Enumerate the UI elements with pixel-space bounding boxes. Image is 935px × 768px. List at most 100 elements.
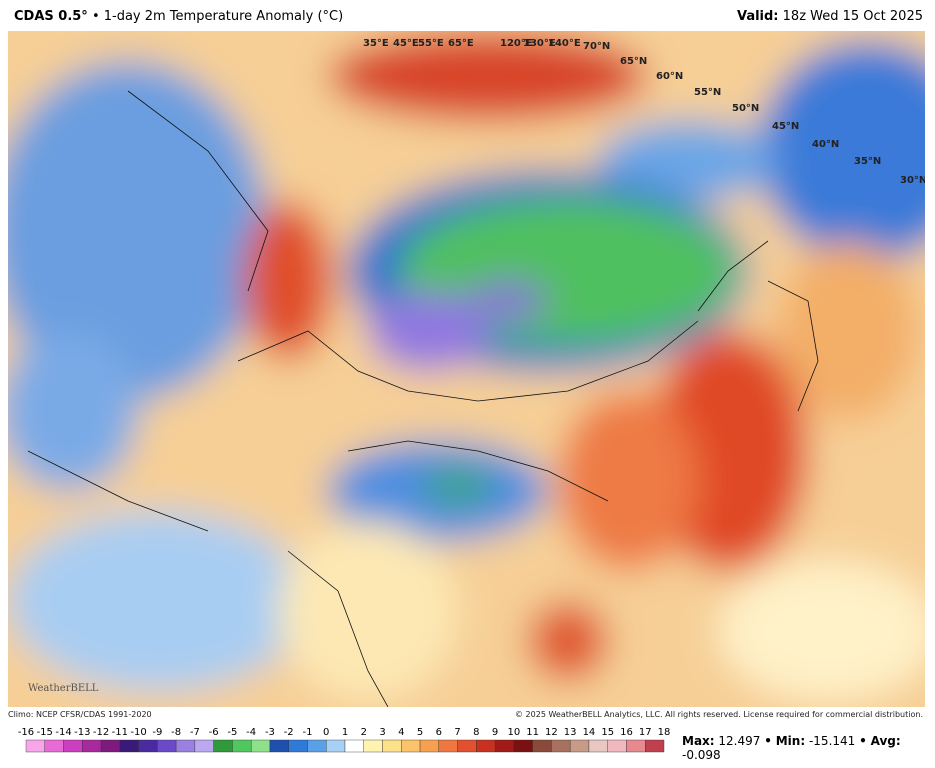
anomaly-field	[8, 31, 925, 707]
separator: •	[764, 734, 772, 748]
lon-label: 45°E	[393, 38, 419, 49]
color-swatch	[175, 739, 196, 753]
lat-label: 70°N	[583, 41, 610, 52]
min-label: Min:	[775, 734, 806, 748]
lon-label: 130°E	[523, 38, 556, 49]
lat-label: 35°N	[854, 156, 881, 167]
color-swatch	[307, 739, 327, 753]
avg-value: -0.098	[682, 748, 721, 762]
lat-label: 50°N	[732, 103, 759, 114]
color-swatch	[82, 739, 102, 753]
colorbar-tick-label: -10	[130, 727, 146, 738]
colorbar-tick-label: 5	[417, 727, 423, 738]
title: CDAS 0.5°	[14, 9, 88, 24]
stats: Max: 12.497 • Min: -15.141 • Avg: -0.098	[682, 734, 935, 762]
colorbar-tick-label: -8	[171, 727, 181, 738]
colorbar-tick-label: -14	[55, 727, 71, 738]
valid-label: Valid:	[736, 9, 779, 24]
color-swatch	[626, 739, 646, 753]
colorbar-tick-label: 3	[379, 727, 385, 738]
colorbar-tick-label: -13	[74, 727, 90, 738]
lat-label: 40°N	[812, 139, 839, 150]
separator: •	[859, 734, 867, 748]
color-swatch	[138, 739, 158, 753]
map: 35°E 45°E 55°E 65°E 120°E 130°E 140°E 70…	[8, 31, 925, 707]
colorbar-tick-label: 1	[342, 727, 348, 738]
color-swatch	[513, 739, 533, 753]
colorbar-tick-label: -11	[112, 727, 128, 738]
color-swatch	[44, 739, 64, 753]
colorbar-tick-label: 13	[564, 727, 577, 738]
color-swatch	[569, 739, 590, 753]
color-swatch	[532, 739, 552, 753]
color-swatch	[194, 739, 214, 753]
lat-label: 55°N	[694, 87, 721, 98]
color-swatch	[232, 739, 252, 753]
lat-label: 45°N	[772, 121, 799, 132]
color-swatch	[213, 739, 233, 753]
colorbar: -16 -15 -14 -13 -12 -11 -10 -9 -8 -7 -6 -5 -4 -3 -2 -1 0…	[18, 727, 670, 753]
lat-label: 65°N	[620, 56, 647, 67]
lon-label: 35°E	[363, 38, 389, 49]
colorbar-tick-label: -3	[265, 727, 275, 738]
colorbar-tick-label: -12	[93, 727, 109, 738]
climo-note: Climo: NCEP CFSR/CDAS 1991-2020	[8, 710, 152, 719]
color-swatch	[419, 739, 440, 753]
colorbar-tick-label: 6	[436, 727, 442, 738]
color-swatch	[457, 739, 477, 753]
colorbar-tick-label: 4	[398, 727, 404, 738]
colorbar-tick-label: 14	[583, 727, 596, 738]
color-swatch	[288, 739, 308, 753]
color-swatch	[551, 739, 571, 753]
colorbar-tick-label: -2	[284, 727, 294, 738]
colorbar-tick-label: 17	[639, 727, 652, 738]
colorbar-tick-label: -15	[37, 727, 53, 738]
color-swatch	[250, 739, 271, 753]
title-row: CDAS 0.5° • 1-day 2m Temperature Anomaly…	[14, 9, 343, 24]
colorbar-tick-label: 12	[545, 727, 558, 738]
colorbar-tick-label: 18	[658, 727, 670, 738]
color-swatch	[401, 739, 421, 753]
header: CDAS 0.5° • 1-day 2m Temperature Anomaly…	[0, 0, 935, 30]
color-swatch	[588, 739, 608, 753]
color-swatch	[326, 739, 346, 753]
color-swatch	[157, 739, 177, 753]
colorbar-tick-label: 2	[361, 727, 367, 738]
color-swatch	[269, 739, 289, 753]
lon-label: 55°E	[418, 38, 444, 49]
colorbar-tick-label: 7	[454, 727, 460, 738]
colorbar-tick-label: 8	[473, 727, 479, 738]
color-swatch	[476, 739, 496, 753]
logo: WeatherBELL	[28, 683, 99, 694]
color-swatch	[119, 739, 139, 753]
subtitle: • 1-day 2m Temperature Anomaly (°C)	[91, 9, 344, 24]
grid-labels: 35°E 45°E 55°E 65°E 120°E 130°E 140°E 70…	[363, 38, 925, 186]
color-swatch	[494, 739, 515, 753]
lon-label: 140°E	[548, 38, 581, 49]
colorbar-tick-label: -9	[152, 727, 162, 738]
colorbar-tick-label: 10	[508, 727, 521, 738]
color-swatch	[63, 739, 83, 753]
colorbar-tick-label: -1	[302, 727, 312, 738]
valid-row: Valid: 18z Wed 15 Oct 2025	[737, 9, 923, 24]
max-label: Max:	[682, 734, 715, 748]
color-swatch	[382, 739, 402, 753]
colorbar-tick-label: 9	[492, 727, 498, 738]
color-swatch	[363, 739, 383, 753]
borders	[27, 90, 819, 707]
color-swatch	[607, 739, 627, 753]
color-swatch	[100, 739, 121, 753]
colorbar-tick-label: -7	[190, 727, 200, 738]
colorbar-tick-label: 15	[601, 727, 614, 738]
colorbar-tick-label: -16	[18, 727, 34, 738]
colorbar-tick-label: -4	[246, 727, 256, 738]
color-swatch	[25, 739, 45, 753]
copyright: © 2025 WeatherBELL Analytics, LLC. All r…	[515, 710, 923, 719]
colorbar-tick-label: 0	[323, 727, 329, 738]
color-swatch	[645, 739, 665, 753]
lon-label: 65°E	[448, 38, 474, 49]
colorbar-tick-label: 11	[526, 727, 539, 738]
color-swatch	[344, 739, 364, 753]
color-swatch	[438, 739, 458, 753]
